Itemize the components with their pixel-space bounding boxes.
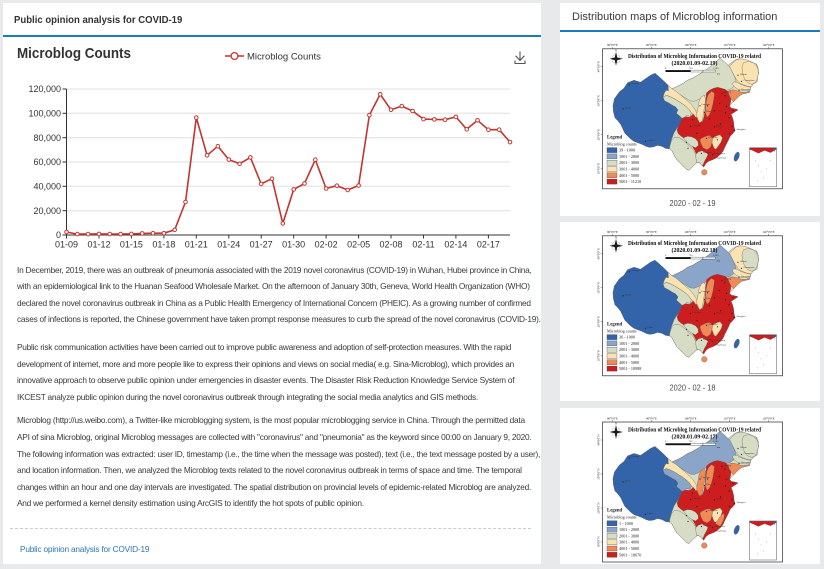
svg-text:Distribution of Microblog Info: Distribution of Microblog Information CO… (628, 426, 761, 433)
svg-text:02-14: 02-14 (444, 240, 467, 250)
svg-text:1 - 1000: 1 - 1000 (619, 521, 633, 526)
svg-text:5001 - 10988: 5001 - 10988 (619, 366, 641, 371)
svg-text:36 - 1000: 36 - 1000 (619, 335, 635, 340)
svg-text:02-02: 02-02 (315, 240, 338, 250)
svg-text:01-12: 01-12 (87, 240, 110, 250)
svg-text:(2020.01.09-02.18): (2020.01.09-02.18) (672, 247, 718, 254)
svg-text:(2020.01.09-02.19): (2020.01.09-02.19) (672, 60, 718, 67)
svg-text:01-09: 01-09 (55, 240, 78, 250)
svg-text:60,000: 60,000 (33, 157, 61, 167)
svg-text:2020 - 02 - 19: 2020 - 02 - 19 (670, 199, 716, 208)
svg-text:(2020.01.09-02.17): (2020.01.09-02.17) (672, 433, 718, 440)
svg-text:01-27: 01-27 (250, 240, 273, 250)
svg-text:5001 - 11210: 5001 - 11210 (619, 179, 641, 184)
svg-text:01-18: 01-18 (152, 240, 175, 250)
svg-text:5001 - 10670: 5001 - 10670 (619, 552, 641, 557)
svg-text:Microblog Counts: Microblog Counts (247, 51, 321, 62)
svg-text:120,000: 120,000 (28, 84, 61, 94)
svg-text:02-05: 02-05 (347, 240, 370, 250)
svg-text:02-11: 02-11 (412, 240, 434, 250)
svg-text:02-08: 02-08 (379, 240, 402, 250)
svg-text:02-17: 02-17 (477, 240, 500, 250)
svg-text:01-21: 01-21 (185, 240, 208, 250)
svg-text:Distribution of Microblog Info: Distribution of Microblog Information CO… (628, 53, 761, 60)
svg-text:01-15: 01-15 (120, 240, 143, 250)
svg-text:Distribution of Microblog Info: Distribution of Microblog Information CO… (628, 240, 761, 247)
svg-text:40,000: 40,000 (33, 182, 61, 192)
svg-text:2020 - 02 - 18: 2020 - 02 - 18 (670, 384, 716, 393)
svg-text:20,000: 20,000 (33, 206, 61, 216)
svg-text:0: 0 (56, 230, 61, 240)
svg-text:100,000: 100,000 (28, 109, 61, 119)
svg-text:80,000: 80,000 (33, 133, 61, 143)
svg-text:01-24: 01-24 (217, 240, 240, 250)
svg-text:39 - 1000: 39 - 1000 (619, 148, 635, 153)
svg-text:01-30: 01-30 (282, 240, 305, 250)
